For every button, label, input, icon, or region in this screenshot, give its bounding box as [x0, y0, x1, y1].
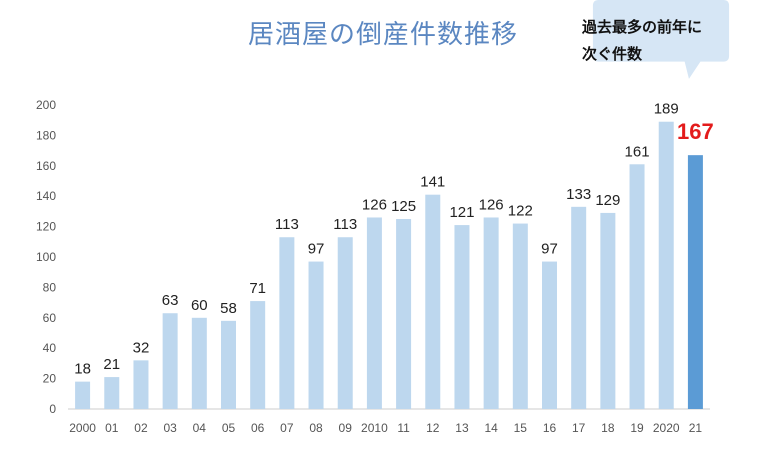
y-tick-label: 140	[36, 189, 56, 203]
data-label-18: 129	[595, 192, 620, 209]
y-tick-label: 20	[43, 372, 57, 386]
bar-21	[687, 155, 703, 409]
y-axis-ticks: 0 20 40 60 80 100 120 140 160 180 200	[36, 98, 56, 416]
x-tick-label: 17	[572, 421, 586, 435]
callout-line-1: 過去最多の前年に	[582, 18, 703, 36]
x-tick-label: 01	[105, 421, 119, 435]
callout-text: 過去最多の前年に 次ぐ件数	[582, 14, 742, 68]
bar-2000	[75, 381, 91, 409]
x-tick-label: 08	[309, 421, 323, 435]
data-label-04: 60	[191, 297, 208, 314]
bar-17	[571, 206, 587, 409]
y-tick-label: 180	[36, 128, 56, 142]
bar-01	[104, 377, 120, 409]
x-tick-label: 19	[630, 421, 644, 435]
data-label-2000: 18	[74, 361, 91, 378]
x-tick-label: 12	[426, 421, 440, 435]
bar-07	[279, 237, 295, 409]
bar-13	[454, 225, 470, 409]
data-label-16: 97	[541, 241, 558, 258]
data-label-05: 58	[220, 300, 237, 317]
callout-bubble	[592, 0, 730, 79]
data-label-17: 133	[566, 186, 591, 203]
bar-05	[221, 320, 236, 409]
x-tick-label: 21	[689, 421, 703, 435]
chart-title: 居酒屋の倒産件数推移	[248, 20, 519, 50]
bar-15	[512, 223, 528, 409]
bar-2020	[658, 121, 674, 409]
data-label-2010: 126	[362, 196, 387, 213]
bar-2010	[366, 217, 382, 409]
bar-04	[191, 317, 207, 409]
data-label-01: 21	[103, 356, 120, 373]
x-tick-label: 03	[163, 421, 177, 435]
x-axis-ticks: 2000 01 02 03 04 05 06 07 08 09 2010 11 12 13 14 15 16 17…	[69, 421, 702, 435]
bar-19	[629, 164, 645, 409]
bar-11	[396, 219, 412, 409]
y-tick-label: 160	[36, 159, 56, 173]
data-label-2020: 189	[654, 101, 679, 118]
bar-12	[425, 194, 441, 409]
y-tick-label: 0	[49, 402, 56, 416]
y-tick-label: 200	[36, 98, 56, 112]
x-tick-label: 14	[484, 421, 498, 435]
x-tick-label: 07	[280, 421, 294, 435]
callout-shape	[592, 0, 730, 79]
x-tick-label: 2010	[361, 421, 388, 435]
data-label-07: 113	[275, 216, 299, 233]
bar-06	[250, 301, 266, 409]
bar-02	[133, 360, 149, 409]
x-tick-label: 09	[339, 421, 353, 435]
x-tick-label: 2020	[653, 421, 680, 435]
callout-line-2: 次ぐ件数	[582, 45, 643, 63]
x-tick-label: 15	[514, 421, 528, 435]
data-label-09: 113	[333, 216, 357, 233]
x-tick-label: 05	[222, 421, 236, 435]
x-tick-label: 11	[397, 421, 410, 435]
bar-08	[308, 261, 324, 409]
x-tick-label: 18	[601, 421, 615, 435]
y-tick-label: 120	[36, 220, 56, 234]
data-label-03: 63	[162, 292, 179, 309]
bar-09	[337, 237, 353, 409]
bars	[75, 121, 703, 409]
y-tick-label: 40	[43, 341, 57, 355]
y-tick-label: 100	[36, 250, 56, 264]
x-tick-label: 04	[193, 421, 207, 435]
x-tick-label: 13	[455, 421, 469, 435]
x-tick-label: 06	[251, 421, 265, 435]
x-tick-label: 2000	[69, 421, 96, 435]
data-label-19: 161	[625, 143, 650, 160]
data-label-14: 126	[479, 196, 504, 213]
y-tick-label: 80	[43, 280, 57, 294]
y-tick-label: 60	[43, 311, 57, 325]
data-label-15: 122	[508, 203, 533, 220]
bar-16	[542, 261, 557, 409]
bar-03	[162, 313, 178, 409]
data-label-02: 32	[133, 339, 150, 356]
data-label-12: 141	[420, 174, 445, 191]
data-label-11: 125	[391, 198, 416, 215]
bar-14	[483, 217, 499, 409]
data-label-21: 167	[677, 119, 714, 144]
bar-18	[600, 212, 616, 409]
data-label-08: 97	[308, 241, 325, 258]
x-tick-label: 02	[134, 421, 148, 435]
x-tick-label: 16	[543, 421, 557, 435]
data-label-13: 121	[449, 204, 474, 221]
data-label-06: 71	[249, 280, 266, 297]
